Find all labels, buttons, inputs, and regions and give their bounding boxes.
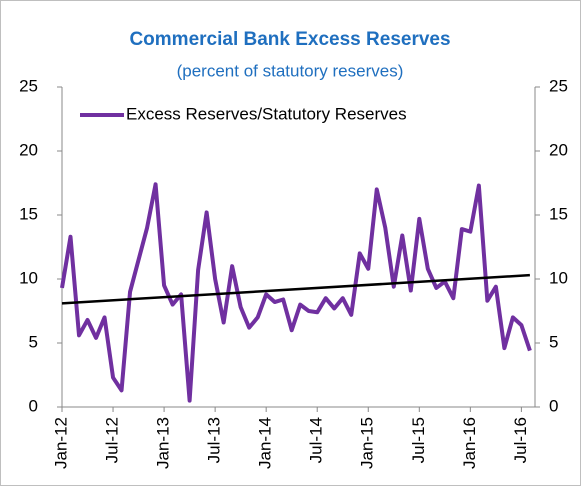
- x-tick-label: Jul-15: [409, 417, 428, 463]
- y-tick-label: 5: [29, 332, 38, 351]
- y2-tick-label: 20: [549, 140, 568, 159]
- x-tick-label: Jul-12: [103, 417, 122, 463]
- trend-line: [61, 273, 530, 305]
- x-tick-label: Jan-13: [154, 417, 173, 469]
- chart-title: Commercial Bank Excess Reserves: [129, 29, 450, 50]
- y-tick-label: 20: [19, 140, 38, 159]
- x-tick-label: Jan-12: [51, 417, 70, 469]
- y-tick-label: 15: [19, 204, 38, 223]
- x-tick-label: Jul-13: [205, 417, 224, 463]
- y2-tick-label: 5: [549, 332, 558, 351]
- y-tick-label: 0: [29, 396, 38, 415]
- x-tick-label: Jul-16: [511, 417, 530, 463]
- y-tick-label: 25: [19, 76, 38, 95]
- y2-tick-label: 25: [549, 76, 568, 95]
- y2-tick-label: 10: [549, 268, 568, 287]
- y-tick-label: 10: [19, 268, 38, 287]
- data-line: [60, 182, 532, 403]
- legend-label: Excess Reserves/Statutory Reserves: [126, 104, 407, 123]
- y2-tick-label: 15: [549, 204, 568, 223]
- x-tick-label: Jan-15: [358, 417, 377, 469]
- chart-subtitle: (percent of statutory reserves): [177, 61, 404, 80]
- x-tick-label: Jul-14: [307, 417, 326, 463]
- y2-tick-label: 0: [549, 396, 558, 415]
- x-tick-label: Jan-16: [460, 417, 479, 469]
- x-tick-label: Jan-14: [256, 417, 275, 469]
